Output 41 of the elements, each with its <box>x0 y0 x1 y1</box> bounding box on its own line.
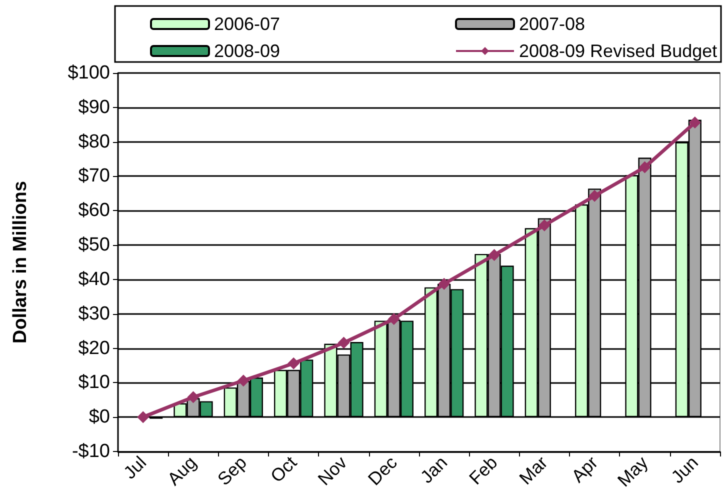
x-tick-label: Jun <box>667 452 702 488</box>
y-tick-label: $60 <box>78 200 110 222</box>
legend-label: 2008-09 Revised Budget <box>519 41 718 61</box>
point <box>237 374 250 387</box>
x-tick-label: Aug <box>164 452 200 490</box>
point <box>538 219 550 232</box>
point <box>638 161 651 174</box>
y-tick-label: $50 <box>78 234 110 256</box>
y-tick-label: $100 <box>68 62 110 84</box>
y-tick-label: $70 <box>78 166 110 187</box>
point <box>187 391 200 404</box>
x-tick-label: Apr <box>568 452 602 486</box>
y-tick-label: $80 <box>78 131 110 152</box>
y-axis-title: Dollars in Millions <box>10 180 31 344</box>
point <box>137 411 150 424</box>
x-tick-label: Sep <box>214 452 250 490</box>
x-tick-label: May <box>614 452 652 491</box>
point <box>488 249 500 262</box>
y-tick-label: -$10 <box>72 440 110 462</box>
y-tick-label: $20 <box>78 338 110 359</box>
y-tick-label: $10 <box>78 372 110 394</box>
point <box>288 357 300 370</box>
legend-label: 2007-08 <box>519 14 586 34</box>
y-tick-label: $90 <box>78 96 110 118</box>
x-tick-label: Nov <box>314 452 351 490</box>
x-tick-label: Jan <box>416 452 452 488</box>
y-tick-label: $40 <box>78 268 110 290</box>
point <box>438 278 450 290</box>
point <box>338 336 350 349</box>
legend-label: 2006-07 <box>214 14 280 34</box>
point <box>588 190 601 202</box>
x-tick-label: Mar <box>515 452 552 488</box>
point <box>688 116 701 129</box>
legend-label: 2008-09 <box>214 41 280 61</box>
x-tick-label: Feb <box>465 452 502 488</box>
x-tick-label: Dec <box>364 452 401 490</box>
y-tick-label: $0 <box>88 406 110 428</box>
x-tick-label: Jul <box>120 452 150 483</box>
y-tick-label: $30 <box>78 303 110 324</box>
x-tick-label: Oct <box>266 452 301 486</box>
point <box>388 313 400 326</box>
